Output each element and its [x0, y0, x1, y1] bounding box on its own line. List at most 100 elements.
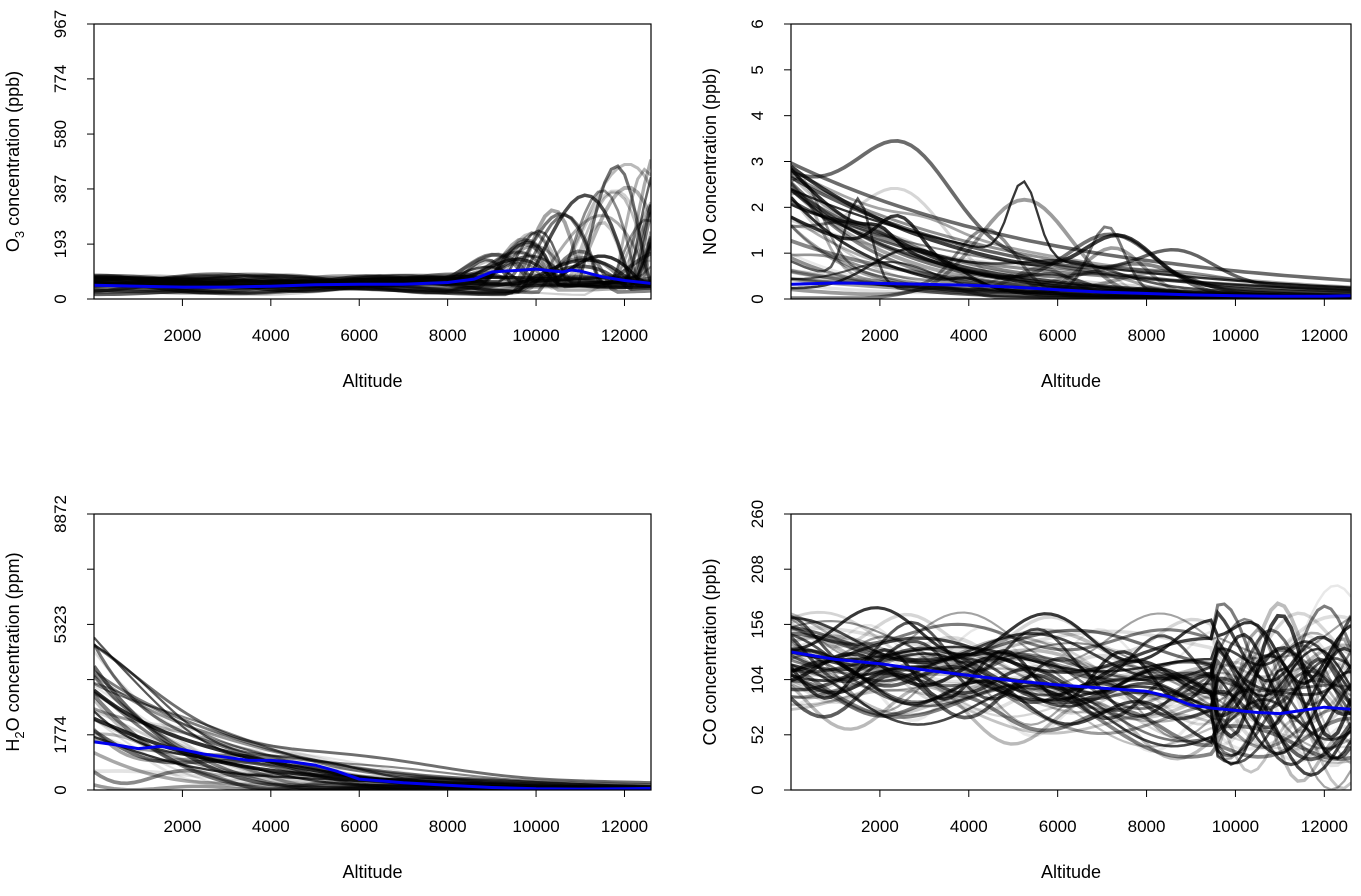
background-profiles — [94, 636, 651, 790]
x-tick-label: 8000 — [1128, 326, 1166, 345]
x-tick-label: 4000 — [950, 326, 988, 345]
plot-frame — [93, 23, 652, 300]
y-axis-label-part: H — [3, 739, 23, 752]
background-profile-line — [791, 223, 1351, 291]
chart-panel-4: 2000 4000 6000 8000 10000 12000 0 52 104 156 208 26… — [700, 500, 1352, 882]
y-axis-label-subscript: 2 — [12, 731, 27, 738]
y-tick-label: 1 — [748, 248, 767, 257]
x-axis-label: Altitude — [1041, 371, 1101, 391]
background-profile-line — [791, 615, 1351, 697]
x-tick-label: 12000 — [1301, 326, 1348, 345]
background-profile-line — [94, 707, 651, 787]
background-profile-line — [94, 651, 651, 787]
y-axis-label-part: CO concentration (ppb) — [700, 558, 720, 745]
x-tick-label: 8000 — [1128, 817, 1166, 836]
mean-profile-line — [94, 740, 651, 790]
x-axis-label: Altitude — [1041, 862, 1101, 882]
y-tick-label: 2 — [748, 203, 767, 212]
y-tick-label: 104 — [748, 665, 767, 693]
background-profile-line — [791, 174, 1351, 290]
y-tick-label: 3 — [748, 157, 767, 166]
x-tick-label: 12000 — [601, 326, 648, 345]
background-profile-line — [94, 643, 651, 785]
y-tick-label: 5 — [748, 65, 767, 74]
y-tick-label: 580 — [51, 120, 70, 148]
x-axis-label: Altitude — [342, 371, 402, 391]
y-axis-label: H2O concentration (ppm) — [3, 552, 27, 751]
background-profile-line — [791, 665, 1351, 756]
background-profile-line — [94, 673, 651, 789]
x-tick-label: 10000 — [1212, 817, 1259, 836]
background-profile-line — [791, 688, 1351, 790]
background-profile-line — [791, 584, 1351, 710]
y-axis-label-part: O — [3, 238, 23, 252]
y-tick-label: 208 — [748, 555, 767, 583]
background-profile-line — [791, 203, 1351, 292]
x-tick-label: 10000 — [512, 326, 559, 345]
x-axis-label: Altitude — [342, 862, 402, 882]
x-tick-label: 8000 — [429, 326, 467, 345]
background-profile-line — [791, 220, 1351, 291]
x-tick-label: 10000 — [1212, 326, 1259, 345]
x-tick-label: 4000 — [950, 817, 988, 836]
background-profiles — [94, 159, 651, 297]
mean-profile-line — [791, 281, 1351, 298]
mean-profile-line — [94, 267, 651, 289]
y-tick-label: 156 — [748, 610, 767, 638]
y-axis-label: NO concentration (ppb) — [700, 68, 720, 255]
background-profile-line — [791, 611, 1351, 671]
background-profile-line — [791, 637, 1351, 698]
background-profile-line — [791, 646, 1351, 761]
x-tick-label: 12000 — [1301, 817, 1348, 836]
background-profile-line — [791, 186, 1351, 299]
background-profile-line — [791, 679, 1351, 783]
x-tick-label: 2000 — [861, 817, 899, 836]
background-profiles — [791, 139, 1351, 299]
x-tick-label: 2000 — [861, 326, 899, 345]
background-profile-line — [791, 633, 1351, 742]
background-profile-line — [791, 675, 1351, 751]
background-profile-line — [791, 657, 1351, 764]
y-axis-label-part: NO concentration (ppb) — [700, 68, 720, 255]
x-tick-label: 6000 — [1039, 817, 1077, 836]
y-tick-label: 260 — [748, 500, 767, 528]
y-tick-label: 4 — [748, 111, 767, 120]
y-axis-label: CO concentration (ppb) — [700, 558, 720, 745]
chart-panel-1: 2000 4000 6000 8000 10000 12000 0 193 387 580 774 9… — [3, 10, 652, 391]
background-profile-line — [791, 665, 1351, 749]
y-tick-label: 6 — [748, 19, 767, 28]
x-tick-label: 6000 — [340, 326, 378, 345]
background-profile-line — [94, 242, 651, 283]
background-profile-line — [791, 678, 1351, 762]
background-profile-line — [791, 161, 1351, 283]
y-tick-label: 8872 — [51, 495, 70, 533]
background-profile-line — [791, 606, 1351, 686]
y-tick-label: 0 — [748, 785, 767, 794]
background-profile-line — [791, 199, 1351, 297]
background-profile-line — [94, 251, 651, 287]
background-profile-line — [791, 176, 1351, 292]
plot-frame — [93, 513, 652, 791]
background-profile-line — [94, 221, 651, 289]
background-profile-line — [94, 693, 651, 790]
y-tick-label: 193 — [51, 230, 70, 258]
background-profile-line — [94, 670, 651, 788]
background-profile-line — [94, 189, 651, 286]
y-axis-label-part: O concentration (ppm) — [3, 552, 23, 731]
y-tick-label: 774 — [51, 65, 70, 93]
y-axis-label-subscript: 3 — [12, 231, 27, 238]
x-tick-label: 8000 — [429, 817, 467, 836]
x-tick-label: 2000 — [163, 817, 201, 836]
y-tick-label: 1774 — [51, 716, 70, 754]
background-profile-line — [94, 259, 651, 297]
x-tick-label: 12000 — [601, 817, 648, 836]
x-tick-label: 4000 — [252, 326, 290, 345]
y-tick-label: 0 — [51, 294, 70, 303]
background-profile-line — [791, 652, 1351, 765]
x-tick-label: 6000 — [340, 817, 378, 836]
y-tick-label: 5323 — [51, 605, 70, 643]
chart-panel-3: 2000 4000 6000 8000 10000 12000 0 1774 5323 8872 A… — [3, 495, 652, 882]
y-tick-label: 52 — [748, 725, 767, 744]
x-tick-label: 2000 — [163, 326, 201, 345]
background-profiles — [791, 584, 1351, 790]
